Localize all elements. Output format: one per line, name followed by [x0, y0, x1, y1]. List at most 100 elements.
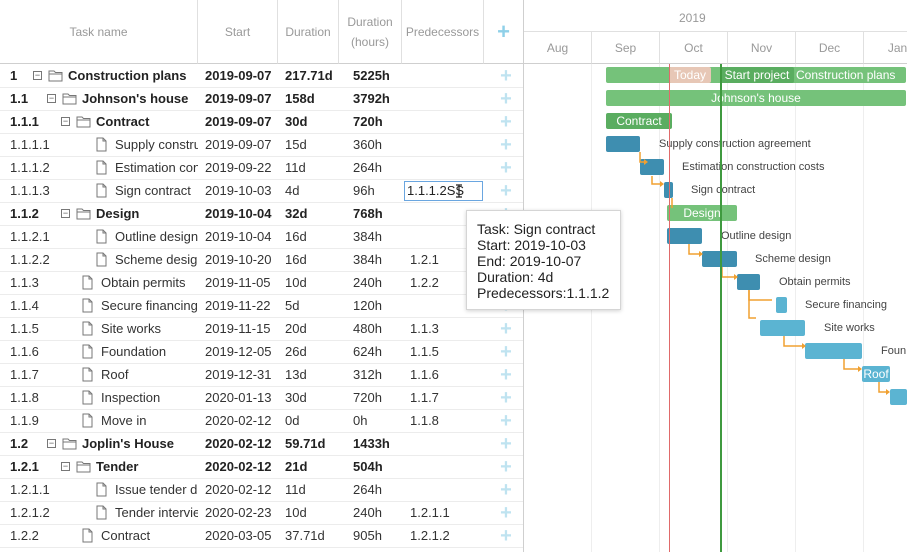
predecessors-cell[interactable]: 1.1.6	[410, 367, 439, 382]
start-cell[interactable]: 2020-02-12	[205, 482, 272, 497]
hours-cell[interactable]: 0h	[353, 413, 368, 428]
task-name-cell[interactable]: Tender	[96, 459, 139, 474]
predecessors-editor-input[interactable]: 1.1.1.2SS	[404, 181, 483, 201]
predecessors-cell[interactable]	[410, 88, 482, 110]
bar-site-works[interactable]	[760, 320, 805, 336]
hours-cell[interactable]: 720h	[353, 114, 383, 129]
table-row[interactable]: 1.1.9 Move in 2020-02-12 0d 0h 1.1.8 +	[0, 410, 523, 433]
bar-contract[interactable]: Contract	[606, 113, 672, 129]
start-cell[interactable]: 2020-01-13	[205, 390, 272, 405]
hours-cell[interactable]: 360h	[353, 137, 382, 152]
hours-cell[interactable]: 5225h	[353, 68, 390, 83]
hours-cell[interactable]: 240h	[353, 505, 382, 520]
task-name-cell[interactable]: Joplin's House	[82, 436, 174, 451]
task-name-cell[interactable]: Sign contract	[115, 183, 191, 198]
add-subtask-button[interactable]: +	[500, 525, 512, 547]
table-row[interactable]: 1.1.8 Inspection 2020-01-13 30d 720h 1.1.7 +	[0, 387, 523, 410]
task-name-cell[interactable]: Supply constru	[115, 137, 198, 152]
wbs-cell[interactable]: 1.1.2.2	[10, 252, 50, 267]
add-subtask-button[interactable]: +	[500, 433, 512, 455]
bar-sign-contract[interactable]	[664, 182, 673, 198]
start-cell[interactable]: 2020-02-12	[205, 459, 272, 474]
predecessors-cell[interactable]	[410, 65, 482, 87]
wbs-cell[interactable]: 1.1	[10, 91, 29, 106]
collapse-toggle-icon[interactable]: −	[61, 116, 70, 126]
task-name-cell[interactable]: Move in	[101, 413, 147, 428]
duration-cell[interactable]: 158d	[285, 91, 315, 106]
bar-design[interactable]: Design	[667, 205, 737, 221]
predecessors-cell[interactable]: 1.1.7	[410, 390, 439, 405]
start-cell[interactable]: 2019-09-07	[205, 91, 272, 106]
table-row[interactable]: 1.1.2.2 Scheme desig 2019-10-20 16d 384h 1.2.…	[0, 249, 523, 272]
predecessors-cell[interactable]	[410, 433, 482, 455]
predecessors-cell[interactable]: 1.2.1.2	[410, 528, 450, 543]
duration-cell[interactable]: 11d	[285, 160, 306, 175]
bar-inspection[interactable]	[890, 389, 907, 405]
start-cell[interactable]: 2019-11-15	[205, 321, 271, 336]
collapse-toggle-icon[interactable]: −	[33, 70, 42, 80]
start-cell[interactable]: 2019-10-04	[205, 206, 272, 221]
wbs-cell[interactable]: 1.2	[10, 436, 29, 451]
table-row[interactable]: 1.2.1.2 Tender intervie 2020-02-23 10d 240h 1…	[0, 502, 523, 525]
duration-cell[interactable]: 30d	[285, 114, 308, 129]
duration-cell[interactable]: 15d	[285, 137, 307, 152]
start-cell[interactable]: 2019-10-03	[205, 183, 272, 198]
add-subtask-button[interactable]: +	[500, 479, 512, 501]
duration-cell[interactable]: 5d	[285, 298, 300, 313]
wbs-cell[interactable]: 1.1.7	[10, 367, 39, 382]
start-cell[interactable]: 2019-09-07	[205, 137, 272, 152]
hours-cell[interactable]: 312h	[353, 367, 382, 382]
bar-scheme-design[interactable]	[702, 251, 737, 267]
add-task-header-button[interactable]: +	[484, 0, 523, 64]
task-name-cell[interactable]: Foundation	[101, 344, 167, 359]
start-cell[interactable]: 2019-09-07	[205, 68, 272, 83]
duration-cell[interactable]: 0d	[285, 413, 300, 428]
predecessors-cell[interactable]: 1.1.8	[410, 413, 439, 428]
table-row[interactable]: 1.1.6 Foundation 2019-12-05 26d 624h 1.1.5 +	[0, 341, 523, 364]
bar-outline-design[interactable]	[667, 228, 702, 244]
bar-obtain-permits[interactable]	[737, 274, 760, 290]
bar-supply-construction[interactable]	[606, 136, 640, 152]
task-name-cell[interactable]: Inspection	[101, 390, 161, 405]
predecessors-cell[interactable]	[410, 456, 482, 478]
wbs-cell[interactable]: 1.1.9	[10, 413, 39, 428]
add-subtask-button[interactable]: +	[500, 180, 512, 202]
bar-secure-financing[interactable]	[776, 297, 787, 313]
add-subtask-button[interactable]: +	[500, 88, 512, 110]
duration-cell[interactable]: 26d	[285, 344, 307, 359]
hours-cell[interactable]: 480h	[353, 321, 382, 336]
predecessors-cell[interactable]	[410, 479, 482, 501]
duration-cell[interactable]: 4d	[285, 183, 300, 198]
wbs-cell[interactable]: 1.1.2.1	[10, 229, 50, 244]
start-cell[interactable]: 2019-09-22	[205, 160, 272, 175]
hours-cell[interactable]: 240h	[353, 275, 382, 290]
hours-cell[interactable]: 120h	[353, 298, 382, 313]
add-subtask-button[interactable]: +	[500, 364, 512, 386]
predecessors-cell[interactable]	[410, 111, 482, 133]
table-row[interactable]: − 1.2.1 Tender 2020-02-12 21d 504h +	[0, 456, 523, 479]
predecessors-cell[interactable]	[410, 157, 482, 179]
hours-cell[interactable]: 720h	[353, 390, 382, 405]
col-header-duration[interactable]: Duration	[278, 0, 339, 64]
wbs-cell[interactable]: 1.1.1.1	[10, 137, 50, 152]
task-name-cell[interactable]: Secure financing	[101, 298, 198, 313]
wbs-cell[interactable]: 1.1.2	[10, 206, 39, 221]
start-cell[interactable]: 2020-02-23	[205, 505, 272, 520]
duration-cell[interactable]: 20d	[285, 321, 307, 336]
wbs-cell[interactable]: 1.1.8	[10, 390, 39, 405]
task-name-cell[interactable]: Design	[96, 206, 140, 221]
predecessors-cell[interactable]: 1.2.1	[410, 252, 439, 267]
start-cell[interactable]: 2019-12-05	[205, 344, 272, 359]
hours-cell[interactable]: 264h	[353, 160, 382, 175]
bar-johnsons-house[interactable]: Johnson's house	[606, 90, 906, 106]
wbs-cell[interactable]: 1.1.1.3	[10, 183, 50, 198]
wbs-cell[interactable]: 1.2.2	[10, 528, 39, 543]
add-subtask-button[interactable]: +	[500, 456, 512, 478]
task-name-cell[interactable]: Roof	[101, 367, 129, 382]
bar-foundation[interactable]	[805, 343, 862, 359]
col-header-predecessors[interactable]: Predecessors	[402, 0, 484, 64]
add-subtask-button[interactable]: +	[500, 341, 512, 363]
